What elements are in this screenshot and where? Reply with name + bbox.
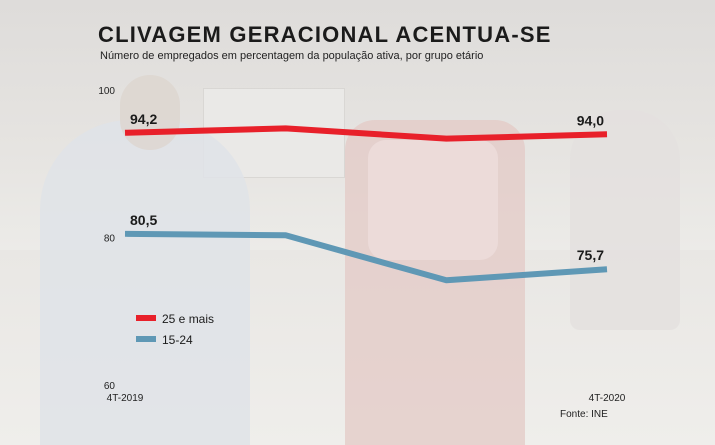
background-person-head xyxy=(120,75,180,150)
x-tick-label: 4T-2019 xyxy=(107,393,144,404)
data-label: 75,7 xyxy=(577,247,604,263)
legend: 25 e mais 15-24 xyxy=(136,312,214,347)
legend-label: 15-24 xyxy=(162,333,193,347)
axes: 60 80 100 4T-2019 4T-2020 xyxy=(98,86,625,404)
x-tick-label: 4T-2020 xyxy=(589,393,626,404)
data-label: 80,5 xyxy=(130,212,157,228)
data-label: 94,2 xyxy=(130,111,157,127)
source-note: Fonte: INE xyxy=(560,409,608,420)
series-lines xyxy=(124,125,608,284)
legend-label: 25 e mais xyxy=(162,312,214,326)
data-labels: 94,2 94,0 80,5 75,7 xyxy=(130,111,604,263)
y-tick-label: 100 xyxy=(98,86,115,97)
series-line xyxy=(124,230,608,284)
y-tick-label: 60 xyxy=(104,381,116,392)
background-vehicle-window xyxy=(368,140,498,260)
data-label: 94,0 xyxy=(577,112,604,128)
background-person xyxy=(40,120,250,445)
y-tick-label: 80 xyxy=(104,234,116,245)
series-line xyxy=(124,125,608,142)
background-walker xyxy=(570,110,680,330)
chart-title: CLIVAGEM GERACIONAL ACENTUA-SE xyxy=(98,22,552,47)
chart-subtitle: Número de empregados em percentagem da p… xyxy=(100,50,484,62)
